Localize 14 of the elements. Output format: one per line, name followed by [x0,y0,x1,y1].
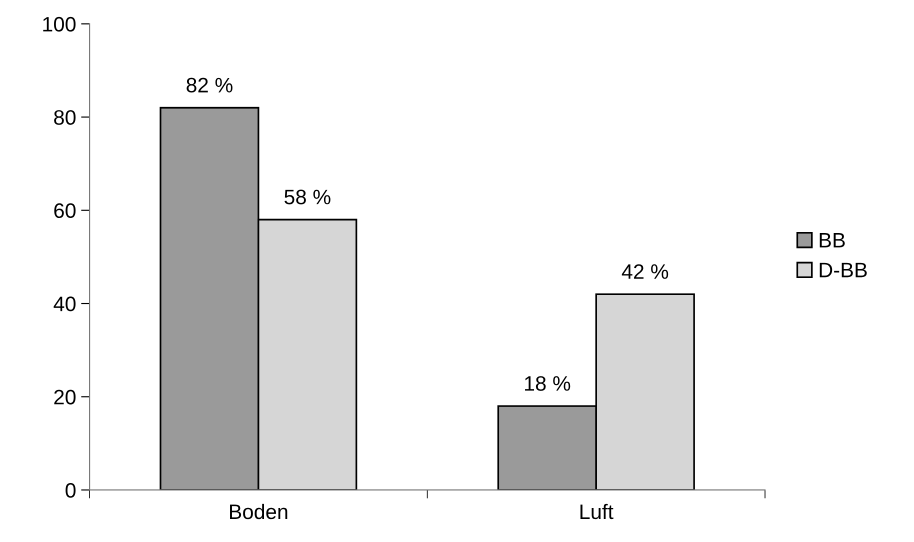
y-tick-label: 60 [54,203,76,218]
x-tick-label: Luft [580,504,614,520]
data-label: 18 % [525,376,570,391]
data-label: 58 % [284,190,330,204]
y-tick-label: 80 [54,110,76,125]
y-tick-label: 0 [66,482,76,498]
legend-label: BB [820,233,845,248]
data-label: 42 % [622,264,668,279]
y-tick-label: 40 [54,296,76,312]
data-label: 82 % [186,78,232,93]
legend-label: D-BB [820,262,867,278]
y-tick-label: 100 [43,16,76,32]
y-tick-label: 20 [54,390,76,404]
x-tick-label: Boden [230,504,288,520]
